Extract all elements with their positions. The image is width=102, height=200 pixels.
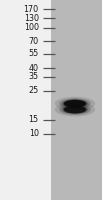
Ellipse shape [55,103,95,116]
Text: 15: 15 [29,116,39,124]
Text: 25: 25 [29,86,39,95]
Ellipse shape [59,98,91,109]
Ellipse shape [62,99,88,108]
Ellipse shape [59,104,91,115]
Text: 55: 55 [29,49,39,58]
Ellipse shape [64,106,86,113]
Ellipse shape [64,100,86,107]
Text: 40: 40 [29,64,39,73]
Text: 100: 100 [24,23,39,32]
Ellipse shape [55,97,95,110]
Ellipse shape [62,105,88,114]
Text: 10: 10 [29,129,39,138]
Text: 35: 35 [29,72,39,81]
Text: 70: 70 [29,37,39,46]
Text: 170: 170 [24,4,39,14]
FancyBboxPatch shape [0,0,51,200]
Text: 130: 130 [24,14,39,23]
